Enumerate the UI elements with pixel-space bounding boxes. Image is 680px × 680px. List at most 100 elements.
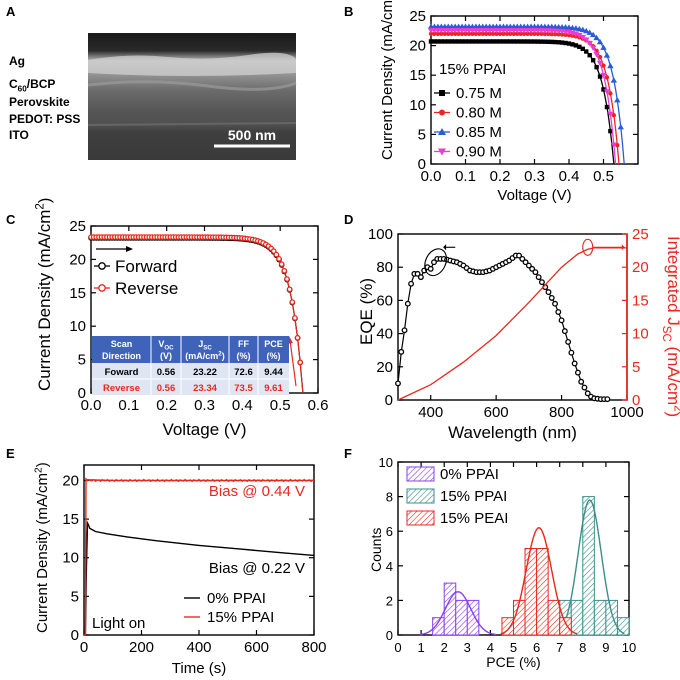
panel-b-point xyxy=(549,31,554,37)
panel-b-legend-marker xyxy=(439,109,445,116)
panel-c-point xyxy=(284,276,290,282)
panel-b-point xyxy=(521,31,527,36)
panel-b-point xyxy=(432,39,437,44)
panel-f-bar xyxy=(547,599,561,636)
panel-d-eqe-point xyxy=(417,274,424,281)
panel-b-legend-label: 0.85 M xyxy=(456,124,502,141)
panel-c-table-header-part: FF xyxy=(238,339,249,349)
panel-c-xtick-label: 0.6 xyxy=(308,397,329,414)
panel-b-point xyxy=(559,32,565,37)
panel-c-xtick-label: 0.1 xyxy=(118,397,139,414)
panel-d-eqe-point xyxy=(414,270,421,277)
panel-d-ytick-right-label: 25 xyxy=(632,226,649,243)
panel-d-eqe-arrowhead xyxy=(443,244,447,251)
panel-b-point xyxy=(542,39,548,44)
panel-b-ylabel: Current Density (mA/cm2) xyxy=(378,0,396,160)
panel-d-eqe-point xyxy=(431,259,437,266)
panel-f-bar xyxy=(593,599,607,636)
panel-e-ylabel-part: 2 xyxy=(33,467,44,473)
panel-f-bar xyxy=(559,617,572,636)
panel-d-eqe-point xyxy=(548,294,555,301)
panel-d-xtick-label: 600 xyxy=(484,404,509,421)
panel-b-point xyxy=(593,51,600,58)
panel-c-table-header-unit-part: Direction xyxy=(102,351,141,361)
panel-d-jsc-oval xyxy=(582,238,594,256)
panel-c-table-header-unit-part: (%) xyxy=(237,351,251,361)
panel-b-point xyxy=(532,31,537,37)
panel-d-ytick-label: 0 xyxy=(385,392,393,409)
panel-f-ylabel: Counts xyxy=(368,528,384,572)
panel-b-point xyxy=(587,53,592,58)
panel-d-ytick-right-label: 0 xyxy=(632,392,640,409)
panel-d-eqe-oval xyxy=(424,248,447,277)
panel-b-point xyxy=(546,39,551,44)
panel-b-point xyxy=(607,111,614,118)
panel-b-point xyxy=(428,39,434,44)
panel-b-point xyxy=(480,31,485,36)
panel-d-eqe-point xyxy=(427,265,434,272)
panel-b-xtick-label: 0.0 xyxy=(421,168,442,185)
panel-b-point xyxy=(515,39,520,44)
panel-d-eqe-point xyxy=(408,280,415,287)
panel-b-point xyxy=(508,31,513,36)
sem-grain-line xyxy=(87,80,297,91)
panel-b-point xyxy=(586,40,593,47)
panel-label-f: F xyxy=(344,446,352,461)
panel-b-point xyxy=(596,38,604,45)
panel-b-point xyxy=(473,31,479,36)
panel-b-point xyxy=(521,39,527,44)
panel-b-point xyxy=(542,31,548,37)
panel-d-eqe-point xyxy=(568,349,575,356)
panel-b-point xyxy=(584,49,589,54)
panel-d-xtick-label: 1000 xyxy=(610,404,643,421)
panel-f-legend-swatch xyxy=(406,510,435,526)
panel-b-point xyxy=(497,31,503,36)
panel-f-ytick-label: 6 xyxy=(386,524,393,539)
panel-b-point xyxy=(484,39,489,44)
panel-d-ytick-right-label: 10 xyxy=(632,326,649,343)
panel-c-table-header-unit-part: (mA/ xyxy=(185,351,205,361)
panel-b-point xyxy=(610,77,618,83)
panel-b-point xyxy=(563,40,568,46)
panel-c-table-header-unit: (V) xyxy=(160,351,172,361)
panel-e-legend-label: 15% PPAI xyxy=(207,609,274,626)
panel-c-point xyxy=(286,286,293,293)
panel-b-point xyxy=(573,43,579,48)
panel-e-ytick-label: 20 xyxy=(62,472,79,489)
panel-b-legend-label: 0.80 M xyxy=(456,105,502,122)
panel-d-ylabel-right-part: ) xyxy=(664,412,680,418)
panel-b-point xyxy=(556,32,561,37)
panel-b-point xyxy=(608,128,613,134)
panel-c-ylabel-part: 2 xyxy=(35,203,47,209)
panel-f-xtick-label: 0 xyxy=(394,640,401,655)
panel-b-point xyxy=(490,39,496,44)
panel-b-point xyxy=(459,31,465,36)
panel-d-eqe-point xyxy=(525,262,532,269)
panel-f-xtick-label: 1 xyxy=(417,640,424,655)
panel-b-point xyxy=(617,123,624,130)
panel-b-ytick-label: 15 xyxy=(409,67,426,84)
panel-c-legend-label: Forward xyxy=(115,257,177,276)
panel-b-point xyxy=(601,87,606,92)
panel-d-eqe-point xyxy=(395,380,401,387)
panel-b-point xyxy=(600,44,607,50)
panel-b-point xyxy=(583,27,590,34)
layer-label-part: 60 xyxy=(18,85,28,94)
panel-b-point xyxy=(456,31,461,36)
panel-e-annotation-bias-low: Bias @ 0.22 V xyxy=(209,560,305,577)
panel-c-table-cell: 23.22 xyxy=(193,367,217,378)
panel-b-point xyxy=(494,31,499,36)
panel-f-fit-curve xyxy=(419,591,497,636)
panel-d-eqe-line xyxy=(397,255,608,400)
panel-e-ytick-label: 10 xyxy=(62,550,79,567)
panel-b-point xyxy=(603,89,611,95)
panel-d-eqe-point xyxy=(578,378,585,385)
panel-d-ytick-right-label: 5 xyxy=(632,359,640,376)
panel-b-point xyxy=(515,31,520,36)
panel-c-table-header: PCE xyxy=(264,339,283,349)
panel-b-point xyxy=(477,31,482,36)
panel-e-series-line xyxy=(84,477,314,636)
panel-label-c: C xyxy=(6,212,16,227)
panel-c-table-header-part: PCE xyxy=(264,339,283,349)
